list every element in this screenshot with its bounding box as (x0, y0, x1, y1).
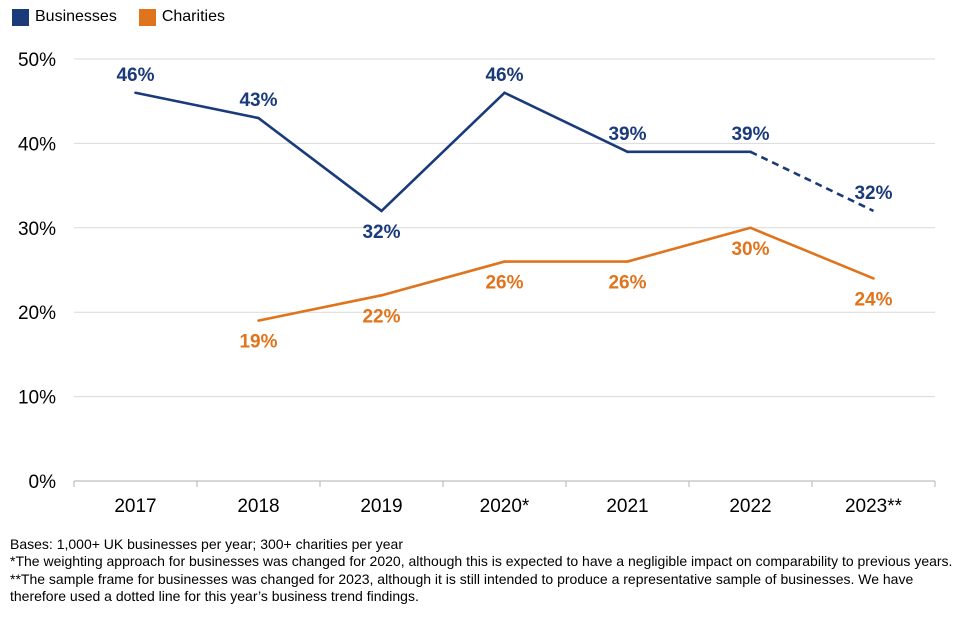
data-label-businesses: 39% (608, 124, 646, 145)
x-tick-label: 2017 (114, 496, 156, 517)
x-tick-label: 2021 (606, 496, 648, 517)
data-label-charities: 22% (362, 306, 400, 327)
series-businesses-segment (749, 150, 875, 213)
data-label-charities: 26% (608, 273, 646, 294)
data-label-businesses: 46% (116, 65, 154, 86)
y-tick-label: 0% (29, 472, 57, 493)
data-label-charities: 30% (731, 239, 769, 260)
legend-item-businesses: Businesses (12, 8, 117, 26)
footnote-weighting: *The weighting approach for businesses w… (10, 553, 953, 570)
series-charities-segment (626, 226, 752, 263)
data-label-charities: 19% (239, 332, 277, 353)
data-label-businesses: 32% (854, 183, 892, 204)
footnote-bases: Bases: 1,000+ UK businesses per year; 30… (10, 536, 403, 552)
chart-legend: Businesses Charities (12, 6, 225, 28)
legend-item-charities: Charities (138, 8, 225, 26)
data-label-charities: 26% (485, 273, 523, 294)
legend-swatch-businesses (12, 8, 29, 26)
series-charities-segment (380, 260, 506, 297)
y-tick-label: 30% (18, 219, 56, 240)
y-tick-label: 10% (18, 388, 56, 409)
x-tick-label: 2022 (729, 496, 771, 517)
legend-swatch-charities (138, 8, 156, 26)
x-tick-label: 2019 (360, 496, 402, 517)
y-tick-label: 20% (18, 303, 56, 324)
data-label-businesses: 46% (485, 65, 523, 86)
data-label-businesses: 32% (362, 222, 400, 243)
data-label-businesses: 43% (239, 90, 277, 111)
series-businesses-segment (257, 116, 383, 213)
series-businesses-segment (134, 91, 260, 120)
legend-label-businesses: Businesses (35, 8, 117, 25)
y-tick-label: 40% (18, 134, 56, 155)
y-tick-label: 50% (18, 50, 56, 71)
x-tick-label: 2023** (845, 496, 903, 517)
footnote-sample-frame: **The sample frame for businesses was ch… (10, 570, 914, 605)
series-charities-segment (257, 294, 383, 322)
series-charities-segment (749, 226, 875, 280)
x-tick-label: 2018 (237, 496, 279, 517)
data-label-charities: 24% (854, 289, 892, 310)
series-businesses-segment (503, 91, 629, 154)
chart-footnotes: Bases: 1,000+ UK businesses per year; 30… (10, 536, 955, 606)
series-businesses-segment (380, 91, 506, 213)
legend-label-charities: Charities (161, 8, 225, 25)
data-label-businesses: 39% (731, 124, 769, 145)
line-chart: 0% 10% 20% 30% 40% 50% 2017 2018 2019 2020* 2021 20… (18, 50, 936, 517)
x-tick-label: 2020* (480, 496, 530, 517)
